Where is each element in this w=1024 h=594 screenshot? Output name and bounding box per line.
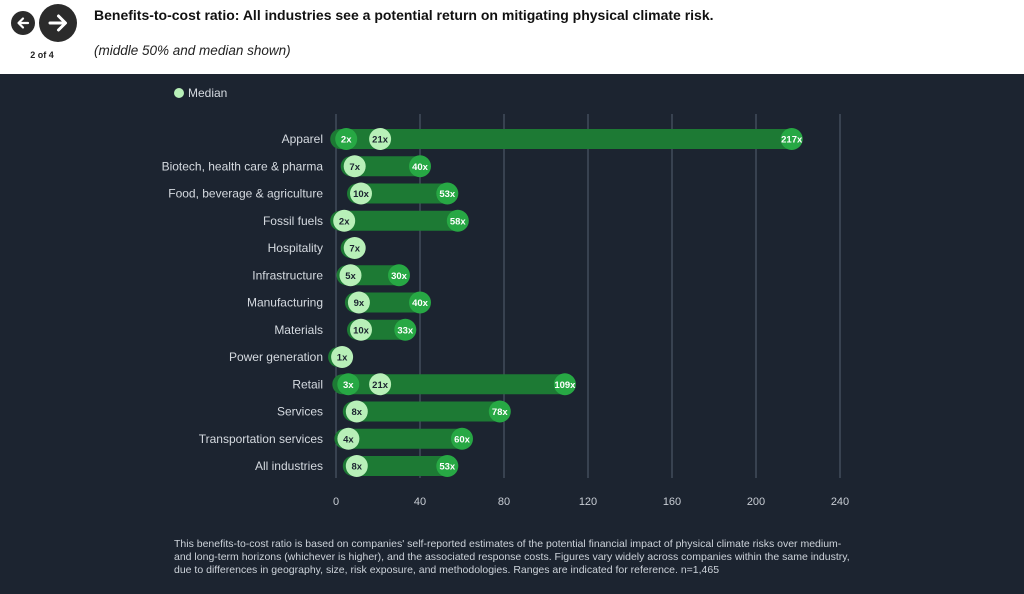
median-point (339, 264, 362, 287)
x-tick-label: 160 (663, 496, 681, 508)
header: 2 of 4 Benefits-to-cost ratio: All indus… (0, 0, 1024, 74)
median-point (343, 237, 366, 259)
high-value-label: 58x (450, 216, 467, 227)
high-value-label: 60x (454, 434, 471, 445)
legend-median-label: Median (188, 86, 228, 100)
high-point (436, 455, 459, 477)
category-label: Food, beverage & agriculture (168, 187, 323, 201)
pager-indicator: 2 of 4 (30, 50, 54, 60)
median-value-label: 5x (345, 271, 356, 282)
median-point (350, 318, 372, 341)
category-label: Power generation (229, 350, 323, 364)
high-point (409, 155, 431, 178)
range-bar (332, 374, 575, 395)
x-tick-label: 120 (579, 496, 597, 508)
median-value-label: 1x (337, 353, 348, 364)
x-tick-label: 200 (747, 496, 765, 508)
next-button[interactable] (39, 4, 77, 42)
range-bar (342, 401, 510, 422)
category-label: Transportation services (199, 432, 323, 446)
range-bar (342, 456, 458, 476)
category-label: Hospitality (268, 241, 323, 255)
range-bar (330, 129, 802, 149)
high-value-label: 53x (439, 189, 456, 200)
high-value-label: 30x (391, 271, 408, 282)
median-point (345, 400, 368, 423)
median-value-label: 8x (352, 407, 363, 418)
median-point (369, 373, 392, 396)
footnote: This benefits-to-cost ratio is based on … (174, 538, 850, 576)
arrow-right-icon (48, 14, 67, 32)
high-point (388, 264, 410, 287)
x-tick-label: 240 (831, 496, 849, 508)
median-point (333, 209, 356, 232)
range-bar (330, 210, 468, 231)
low-point (335, 128, 358, 150)
high-point (394, 318, 417, 341)
chart-subtitle: (middle 50% and median shown) (94, 43, 291, 58)
low-point (337, 373, 360, 396)
median-value-label: 8x (352, 462, 363, 473)
x-tick-label: 0 (333, 496, 339, 508)
category-label: Retail (292, 377, 323, 391)
median-point (350, 182, 372, 205)
x-tick-label: 40 (414, 496, 426, 508)
median-value-label: 7x (349, 162, 360, 173)
high-value-label: 40x (412, 162, 429, 173)
category-label: Biotech, health care & pharma (162, 159, 324, 173)
median-value-label: 10x (353, 325, 370, 336)
high-point (451, 427, 473, 450)
high-value-label: 78x (492, 407, 509, 418)
median-legend-swatch (174, 88, 184, 98)
high-point (488, 400, 511, 423)
median-point (369, 128, 392, 150)
median-value-label: 4x (343, 434, 354, 445)
median-point (331, 346, 354, 368)
category-label: Infrastructure (252, 268, 323, 282)
high-point (553, 373, 576, 396)
arrow-left-icon (17, 17, 30, 29)
x-tick-label: 80 (498, 496, 510, 508)
median-value-label: 10x (353, 189, 370, 200)
high-point (780, 128, 803, 150)
category-label: Fossil fuels (263, 214, 323, 228)
chart-title: Benefits-to-cost ratio: All industries s… (94, 7, 714, 23)
category-label: All industries (255, 459, 323, 473)
median-point (345, 455, 368, 477)
median-point (347, 291, 370, 314)
low-value-label: 2x (341, 135, 352, 146)
high-point (436, 182, 459, 205)
high-point (446, 209, 469, 232)
previous-button[interactable] (11, 11, 35, 35)
low-value-label: 3x (343, 380, 354, 391)
range-bar (334, 428, 472, 449)
high-point (409, 291, 431, 314)
category-label: Apparel (282, 132, 323, 146)
high-value-label: 217x (781, 135, 803, 146)
median-point (343, 155, 366, 178)
median-point (337, 427, 360, 450)
median-value-label: 7x (349, 244, 360, 255)
median-value-label: 2x (339, 216, 350, 227)
category-label: Services (277, 405, 323, 419)
high-value-label: 33x (397, 325, 414, 336)
median-value-label: 9x (354, 298, 365, 309)
high-value-label: 40x (412, 298, 429, 309)
median-value-label: 21x (372, 135, 389, 146)
high-value-label: 109x (554, 380, 576, 391)
category-label: Materials (274, 323, 323, 337)
high-value-label: 53x (439, 462, 456, 473)
median-value-label: 21x (372, 380, 389, 391)
range-bar (347, 183, 458, 204)
chart-panel (0, 74, 1024, 594)
category-label: Manufacturing (247, 296, 323, 310)
legend: Median (174, 86, 227, 100)
